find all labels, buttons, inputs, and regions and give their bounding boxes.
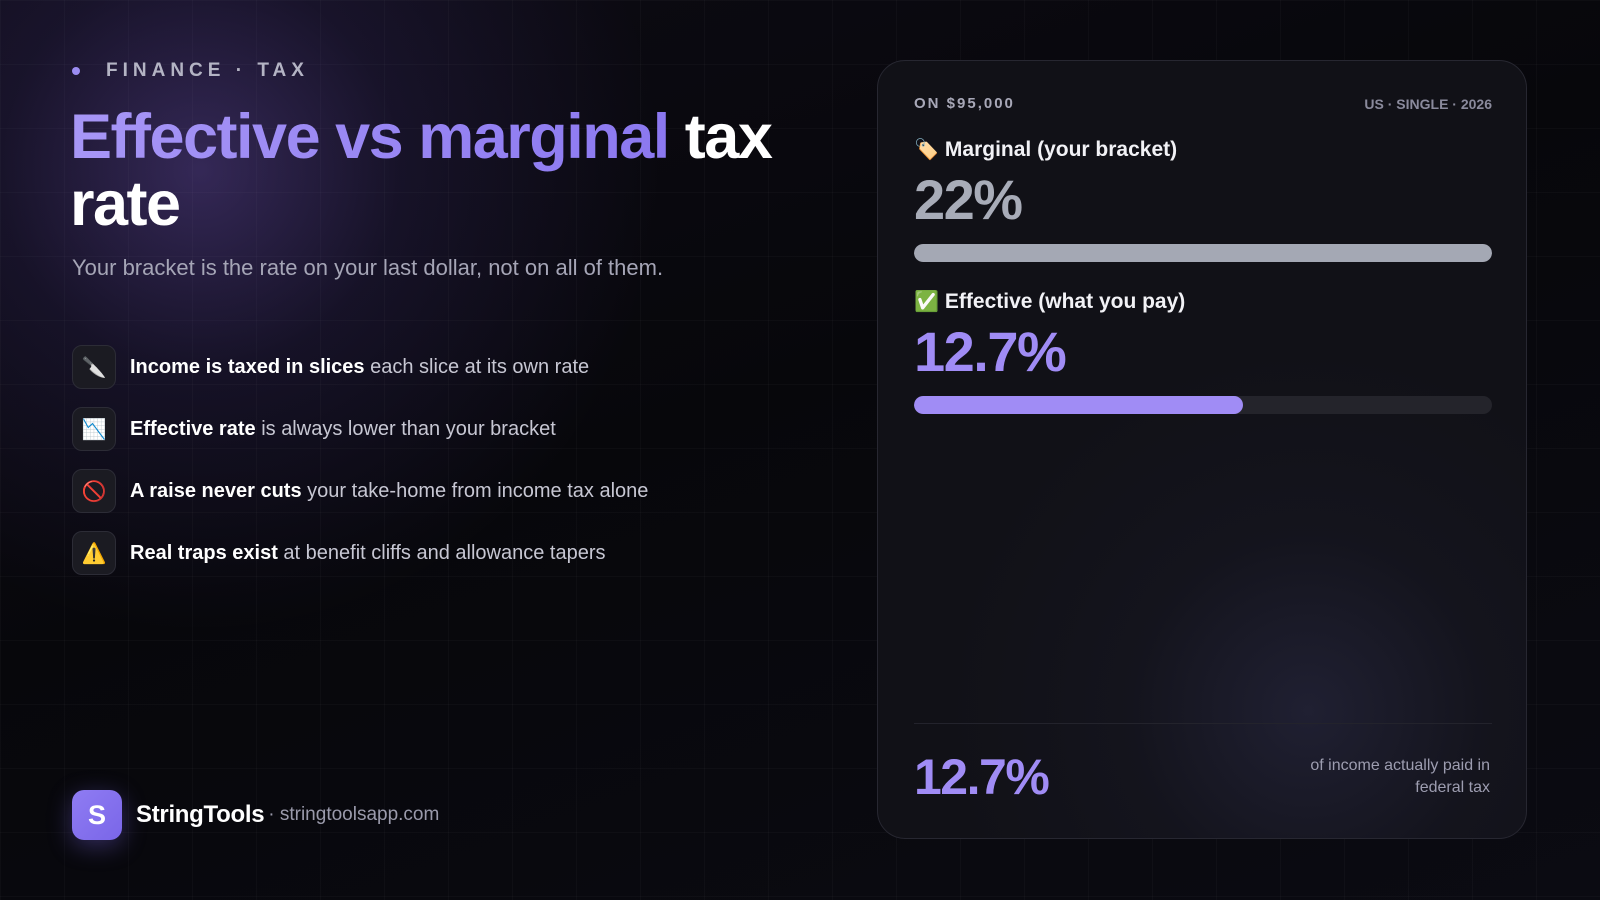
progress-fill [914, 244, 1492, 262]
warning-icon: ⚠️ [72, 531, 116, 575]
check-mark-icon: ✅ [914, 291, 939, 313]
summary-caption: of income actually paid in federal tax [1310, 757, 1490, 796]
point-detail: your take-home from income tax alone [307, 479, 649, 502]
label-tag-icon: 🏷️ [914, 139, 939, 161]
point-text: Effective rate is always lower than your… [130, 418, 556, 441]
point-detail: at benefit cliffs and allowance tapers [283, 541, 606, 564]
filing-meta: US · SINGLE · 2026 [1364, 95, 1492, 112]
point-text: Real traps exist at benefit cliffs and a… [130, 542, 605, 565]
tax-rate-card: ON $95,000 US · SINGLE · 2026 🏷️ Margina… [877, 60, 1527, 839]
bullet-dot-icon [72, 67, 80, 75]
progress-track [914, 396, 1492, 414]
metric-label-row: ✅ Effective (what you pay) [914, 289, 1492, 314]
metric-label-row: 🏷️ Marginal (your bracket) [914, 137, 1492, 162]
point-bold: A raise never cuts [130, 479, 302, 502]
metric-value: 12.7% [914, 320, 1067, 383]
point-bold: Real traps exist [130, 541, 278, 564]
point-detail: each slice at its own rate [370, 355, 590, 378]
eyebrow-label: FINANCE · TAX [106, 60, 309, 81]
title-accent: Effective vs marginal [70, 102, 670, 172]
metric-value: 22% [914, 168, 1023, 231]
point-bold: Effective rate [130, 417, 256, 440]
point-detail: is always lower than your bracket [261, 417, 556, 440]
point-text: Income is taxed in slices each slice at … [130, 356, 589, 379]
point-bold: Income is taxed in slices [130, 355, 365, 378]
key-points-list: 🔪 Income is taxed in slices each slice a… [72, 344, 648, 592]
subtitle: Your bracket is the rate on your last do… [72, 255, 664, 280]
progress-track [914, 244, 1492, 262]
brand-name: StringTools [136, 801, 265, 828]
list-item: ⚠️ Real traps exist at benefit cliffs an… [72, 530, 648, 576]
title-rest: tax rate [70, 102, 773, 239]
brand-footer: S StringTools · stringtoolsapp.com [72, 790, 439, 840]
metric-label: Effective (what you pay) [944, 289, 1186, 313]
progress-fill [914, 396, 1244, 414]
brand-logo-icon: S [72, 790, 122, 840]
prohibited-icon: 🚫 [72, 469, 116, 513]
marginal-metric: 🏷️ Marginal (your bracket) 22% [914, 137, 1492, 262]
list-item: 🔪 Income is taxed in slices each slice a… [72, 344, 648, 390]
effective-metric: ✅ Effective (what you pay) 12.7% [914, 289, 1492, 414]
eyebrow: FINANCE · TAX [72, 60, 309, 82]
summary-value: 12.7% [914, 749, 1050, 805]
list-item: 📉 Effective rate is always lower than yo… [72, 406, 648, 452]
page-title: Effective vs marginal tax rate [70, 104, 830, 238]
card-header: ON $95,000 US · SINGLE · 2026 [914, 95, 1492, 112]
metric-label: Marginal (your bracket) [944, 137, 1178, 161]
list-item: 🚫 A raise never cuts your take-home from… [72, 468, 648, 514]
knife-icon: 🔪 [72, 345, 116, 389]
income-label: ON $95,000 [914, 95, 1015, 112]
point-text: A raise never cuts your take-home from i… [130, 480, 648, 503]
chart-down-icon: 📉 [72, 407, 116, 451]
divider [914, 723, 1492, 724]
brand-url: · stringtoolsapp.com [268, 804, 440, 825]
